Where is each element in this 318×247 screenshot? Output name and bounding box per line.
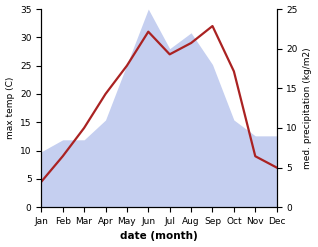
Y-axis label: med. precipitation (kg/m2): med. precipitation (kg/m2) [303,47,313,169]
Y-axis label: max temp (C): max temp (C) [5,77,15,139]
X-axis label: date (month): date (month) [120,231,198,242]
